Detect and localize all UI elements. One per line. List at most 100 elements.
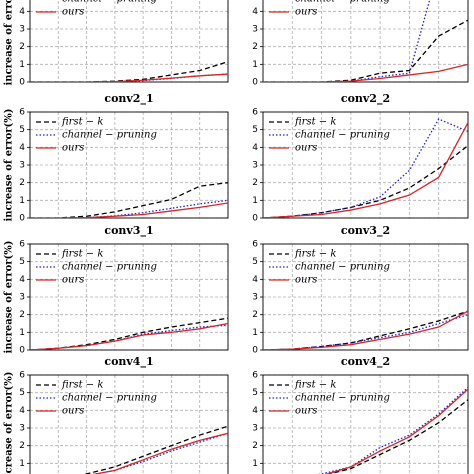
legend-label: channel − pruning [62,130,157,141]
y-tick-label: 2 [19,441,25,451]
plot-frame [262,243,469,351]
legend-label: first − k [61,249,103,260]
y-tick-label: 2 [252,441,258,451]
series-line [263,310,468,350]
y-tick-label: 1 [252,60,258,70]
y-tick-label: 6 [19,371,25,381]
lines [317,386,468,474]
series-line [324,388,468,474]
y-tick-label: 1 [19,459,25,469]
legend-label: ours [62,406,84,417]
legend-label: channel − pruning [62,0,157,5]
y-tick-label: 0 [19,214,25,224]
plot-frame [262,0,469,83]
legend-label: channel − pruning [295,130,390,141]
y-tick-label: 4 [19,143,25,153]
legend-label: first − k [294,249,336,260]
lines [30,317,228,350]
panel-title: conv4_1 [104,355,153,369]
y-tick-label: 1 [252,196,258,206]
legend-label: channel − pruning [295,0,390,5]
y-tick-label: 2 [19,178,25,188]
y-tick-label: 1 [19,328,25,338]
plot-frame [29,0,229,83]
y-tick-label: 1 [252,459,258,469]
y-tick-label: 5 [252,125,258,135]
legend-label: first − k [61,117,103,128]
y-tick-label: 4 [19,406,25,416]
lines [263,118,468,218]
y-tick-label: 4 [252,143,258,153]
legend-label: first − k [294,380,336,391]
y-tick-label: 3 [252,293,258,303]
legend-label: first − k [61,380,103,391]
series-line [82,425,228,474]
plot-frame [29,374,229,474]
series-line [263,0,431,82]
y-tick-label: 4 [19,275,25,285]
legend-label: ours [295,143,317,154]
legend-label: first − k [294,117,336,128]
y-tick-label: 1 [19,60,25,70]
legend-label: ours [295,7,317,18]
y-tick-label: 5 [19,388,25,398]
plot-frame [262,374,469,474]
plot-frame [29,243,229,351]
y-tick-label: 5 [252,257,258,267]
series-line [30,61,228,82]
legend-label: channel − pruning [62,262,157,273]
panel: 0 1 2 3 4 5 6 conv2_1 increase of error(%) first … [4,92,229,224]
panel: 0 1 2 3 4 5 6 conv3_1 increase of error(%) first … [4,224,229,356]
y-tick-label: 1 [252,328,258,338]
y-tick-label: 3 [252,424,258,434]
y-tick-label: 5 [252,388,258,398]
y-tick-label: 3 [19,424,25,434]
y-tick-label: 4 [252,406,258,416]
y-axis-label: increase of error(%) [4,0,15,86]
plot-frame [262,111,469,219]
panel-title: conv3_2 [341,224,390,238]
y-tick-label: 3 [252,161,258,171]
y-tick-label: 5 [19,125,25,135]
y-tick-label: 0 [252,78,258,88]
plot-frame [29,111,229,219]
y-tick-label: 3 [19,25,25,35]
series-line [92,432,228,474]
y-tick-label: 2 [19,310,25,320]
y-tick-label: 3 [252,25,258,35]
series-line [317,386,468,474]
lines [82,425,228,474]
y-tick-label: 1 [19,196,25,206]
lines [30,61,228,82]
panel-title: conv4_2 [341,355,390,369]
y-tick-label: 0 [252,346,258,356]
lines [263,0,468,82]
y-axis-label: increase of error(%) [4,109,15,222]
legend-label: channel − pruning [62,393,157,404]
y-tick-label: 2 [252,310,258,320]
y-axis-label: increase of error(%) [4,241,15,354]
y-tick-label: 2 [19,42,25,52]
series-line [325,399,468,474]
y-tick-label: 0 [252,214,258,224]
panel-title: conv3_1 [104,224,153,238]
series-line [30,322,228,350]
y-tick-label: 4 [19,7,25,17]
y-tick-label: 2 [252,178,258,188]
lines [30,182,228,218]
y-tick-label: 4 [252,275,258,285]
y-axis-label: increase of error(%) [4,372,15,474]
panel: 0123456increase of error(%)first − kchan… [4,0,229,88]
series-line [263,19,468,82]
series-line [30,182,228,218]
series-line [30,73,228,82]
y-tick-label: 6 [252,240,258,250]
legend-label: ours [295,275,317,286]
y-tick-label: 6 [19,240,25,250]
y-tick-label: 3 [19,161,25,171]
